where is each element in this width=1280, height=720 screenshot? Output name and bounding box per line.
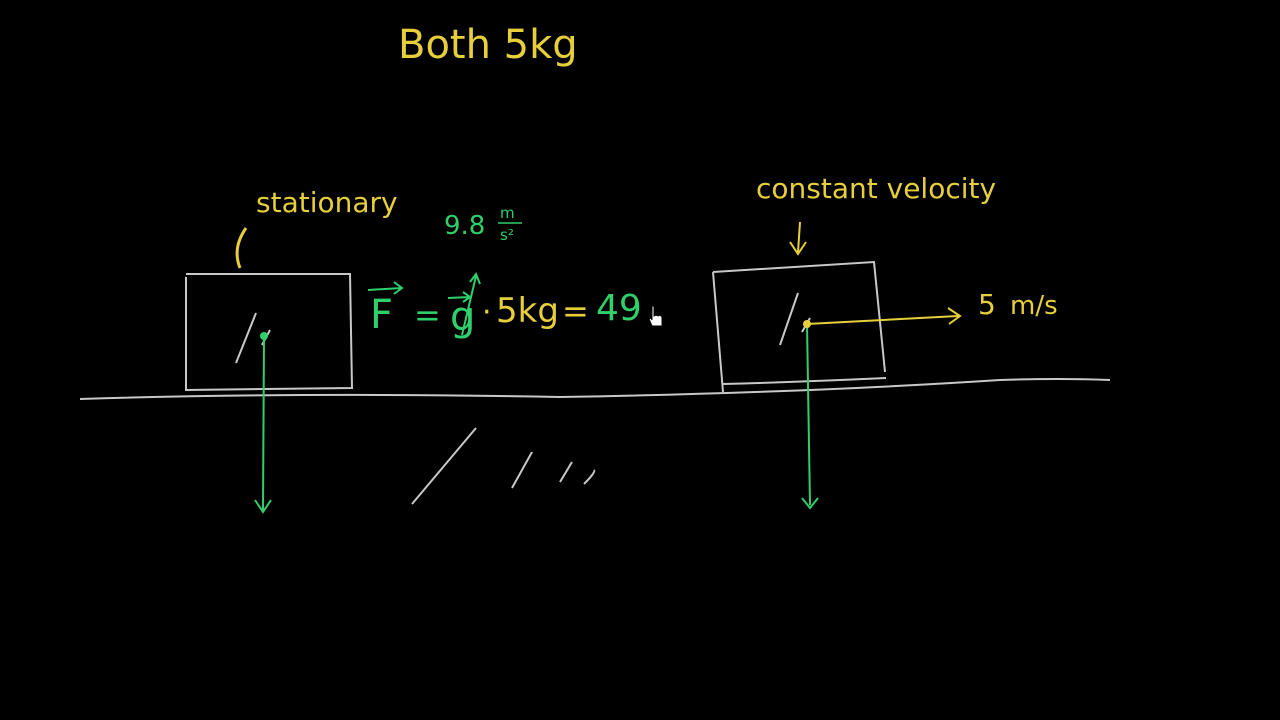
equation-equals-1: = [414,296,441,334]
F-vector-arrow [367,281,404,295]
g-units-numerator: m [500,204,515,222]
speed-value: 5 [978,288,996,321]
title-text: Both 5kg [398,22,578,68]
constant-velocity-label: constant velocity [756,172,996,205]
equation-equals-2: = [562,292,589,330]
ground-hatching [411,427,596,505]
hand-cursor-icon [648,305,663,327]
right-gravity-arrow [801,323,819,510]
equation-dot: · [482,295,492,330]
force-equation: F = g · 5kg = 49 [367,271,642,340]
g-units-denominator: s² [500,226,514,244]
speed-units: m/s [1010,291,1058,321]
stationary-label: stationary [256,186,398,219]
constant-velocity-pointer [789,221,807,256]
right-block [712,260,887,393]
equation-mass: 5kg [496,291,559,331]
equation-result: 49 [596,288,642,329]
ground-line [79,378,1111,400]
g-value: 9.8 [444,211,485,241]
left-gravity-arrow [254,332,272,514]
velocity-arrow [803,307,962,328]
stationary-pointer [235,227,248,269]
equation-F: F [370,292,393,338]
g-upward-stroke [461,271,481,336]
g-value-annotation: 9.8 m s² [444,204,522,244]
